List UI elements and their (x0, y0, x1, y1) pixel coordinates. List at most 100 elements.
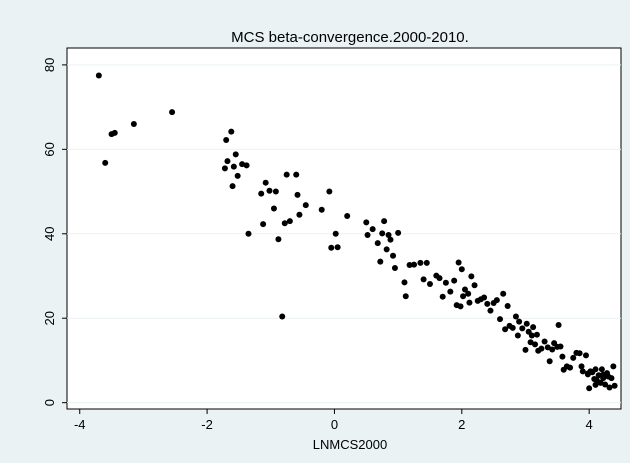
data-point (228, 128, 235, 135)
data-point (245, 230, 252, 237)
data-point (272, 188, 279, 195)
data-point (592, 366, 599, 373)
x-tick-label: 0 (331, 417, 338, 432)
data-point (258, 190, 265, 197)
data-point (385, 232, 392, 239)
data-point (296, 211, 303, 218)
data-point (460, 293, 467, 300)
data-point (533, 331, 540, 338)
data-point (602, 381, 609, 388)
data-point (439, 293, 446, 300)
x-axis: -4 -2 0 2 4 (74, 409, 593, 432)
data-point (466, 299, 473, 306)
chart-title: MCS beta-convergence.2000-2010. (231, 29, 469, 46)
data-point (395, 229, 402, 236)
data-point (326, 188, 333, 195)
data-point (102, 159, 109, 166)
data-point (538, 345, 545, 352)
data-point (555, 321, 562, 328)
data-point (224, 158, 231, 165)
data-point (260, 221, 267, 228)
data-point (600, 371, 607, 378)
data-point (457, 303, 464, 310)
x-tick-label: 4 (586, 417, 593, 432)
data-point (423, 259, 430, 266)
data-point (502, 326, 509, 333)
data-point (369, 226, 376, 233)
data-point (576, 350, 583, 357)
y-tick-label: 0 (42, 399, 57, 406)
data-point (530, 324, 537, 331)
data-point (234, 172, 241, 179)
data-point (229, 183, 236, 190)
data-point (130, 121, 137, 127)
data-point (546, 358, 553, 365)
data-point (541, 338, 548, 345)
y-axis: 0 20 40 60 80 (42, 58, 67, 406)
data-point (451, 277, 458, 284)
data-point (262, 179, 269, 186)
data-point (465, 290, 472, 297)
data-point (598, 366, 605, 373)
data-point (514, 332, 521, 339)
x-tick-label: -2 (201, 417, 213, 432)
data-point (391, 264, 398, 271)
data-point (328, 244, 335, 251)
data-point (584, 370, 591, 377)
data-point (610, 363, 617, 370)
data-point (527, 339, 534, 346)
data-point (281, 220, 288, 227)
data-point (549, 346, 556, 353)
data-point (557, 343, 564, 350)
data-point (363, 219, 370, 226)
data-point (232, 151, 239, 158)
data-point (270, 205, 277, 212)
data-point (383, 246, 390, 253)
y-tick-label: 40 (42, 227, 57, 241)
data-point (374, 240, 381, 247)
data-point (302, 202, 309, 209)
data-point (608, 375, 615, 382)
x-axis-title: LNMCS2000 (313, 437, 387, 452)
data-point (595, 372, 602, 379)
data-point (586, 385, 593, 392)
data-point (519, 325, 526, 332)
data-point (606, 384, 613, 391)
data-point (522, 346, 529, 353)
data-point (582, 352, 589, 359)
data-point (578, 363, 585, 370)
data-point (390, 252, 397, 259)
data-point (111, 129, 118, 136)
gridlines (67, 64, 621, 404)
data-point (567, 364, 574, 371)
y-tick-label: 80 (42, 58, 57, 72)
data-point (447, 288, 454, 295)
data-point (294, 191, 301, 198)
data-point (523, 320, 530, 327)
data-point (364, 232, 371, 239)
data-point (579, 368, 586, 375)
data-point (223, 137, 230, 144)
data-point (293, 171, 300, 178)
data-point (275, 236, 282, 243)
data-point (411, 261, 418, 268)
data-point (481, 294, 488, 301)
data-point (458, 266, 465, 273)
data-point (493, 297, 500, 304)
data-point (426, 281, 433, 288)
data-point (169, 109, 176, 116)
data-point (592, 381, 599, 388)
data-point (95, 72, 102, 79)
data-point (516, 318, 523, 325)
data-point (528, 332, 535, 339)
data-point (401, 279, 408, 286)
data-point (468, 273, 475, 280)
data-point (442, 279, 449, 286)
data-point (461, 286, 468, 293)
data-point (387, 236, 394, 243)
data-point (402, 293, 409, 300)
data-point (332, 230, 339, 237)
data-point (318, 206, 325, 213)
data-point (406, 262, 413, 269)
